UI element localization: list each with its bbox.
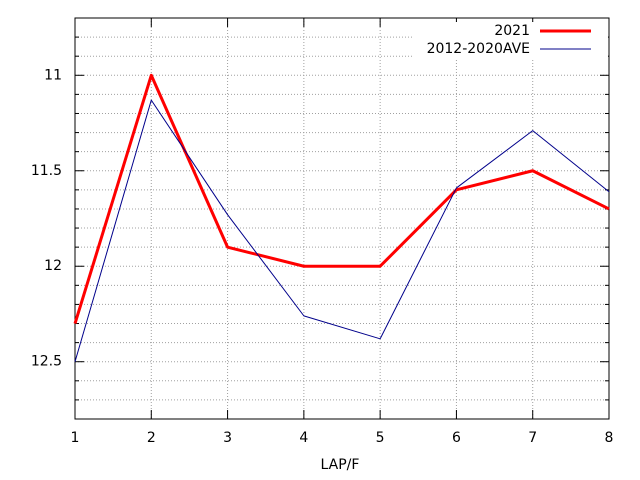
plot-border	[74, 17, 610, 420]
x-tick-label: 7	[528, 430, 537, 446]
series-line	[73, 73, 610, 324]
legend-box	[412, 22, 608, 60]
y-tick-label: 12	[44, 258, 62, 274]
legend-label: 2021	[494, 23, 530, 39]
y-tick-label: 11.5	[31, 163, 62, 179]
x-tick-label: 1	[71, 430, 80, 446]
y-tick-label: 12.5	[31, 354, 62, 370]
x-tick-label: 6	[452, 430, 461, 446]
x-tick-label: 3	[223, 430, 232, 446]
x-tick-label: 2	[147, 430, 156, 446]
series-line	[74, 99, 610, 362]
x-tick-label: 4	[299, 430, 308, 446]
y-tick-label: 11	[44, 67, 62, 83]
x-axis-label: LAP/F	[321, 457, 360, 473]
legend-label: 2012-2020AVE	[427, 41, 530, 57]
x-tick-label: 5	[376, 430, 385, 446]
x-tick-label: 8	[605, 430, 614, 446]
